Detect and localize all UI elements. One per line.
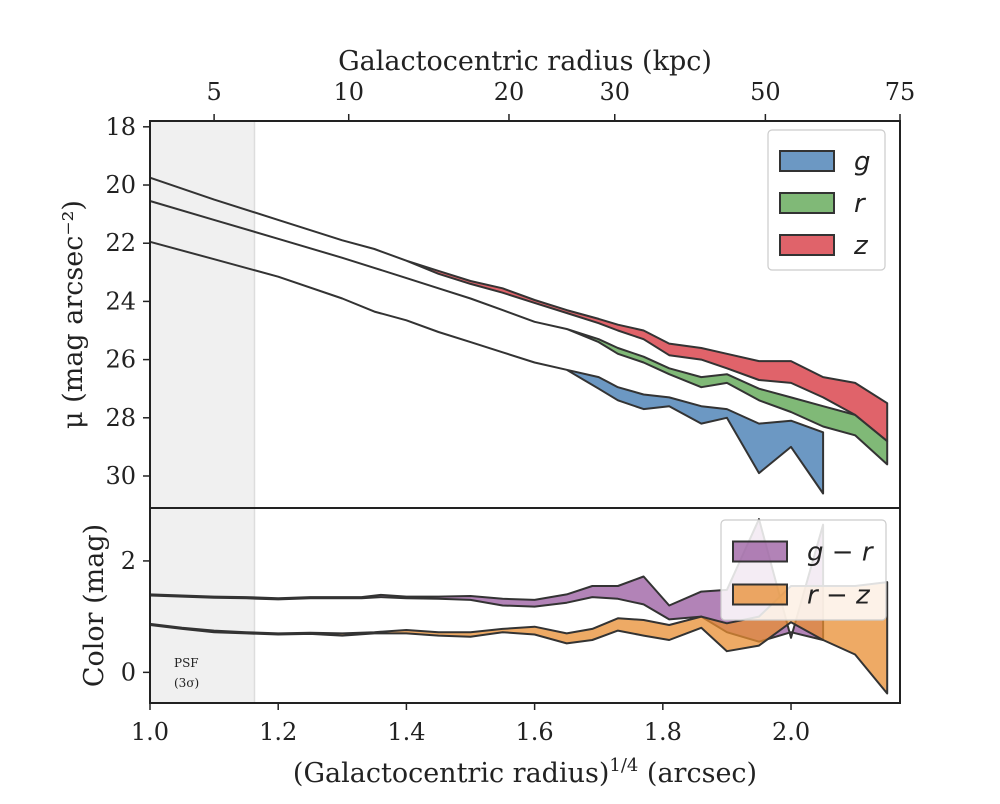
band-r [149, 200, 889, 466]
psf-shaded-region [150, 121, 255, 703]
x-axis-title-unit: (arcsec) [638, 758, 757, 789]
y-tick-label: 18 [105, 113, 136, 141]
legend-swatch [779, 150, 835, 172]
y-tick-label: 22 [105, 229, 136, 257]
psf-annotation-sigma: (3σ) [174, 676, 199, 690]
top-tick-label: 10 [333, 78, 364, 106]
x-tick-label: 1.2 [259, 718, 297, 746]
x-tick-label: 1.6 [516, 718, 554, 746]
x-axis-title-exponent: 1/4 [609, 755, 638, 776]
top-tick-label: 30 [599, 78, 630, 106]
y-tick-label: 24 [105, 287, 136, 315]
band-z [149, 176, 889, 443]
x-axis-title: (Galactocentric radius)1/4 (arcsec) [293, 755, 757, 789]
x-tick-label: 1.8 [644, 718, 682, 746]
top-tick-label: 75 [885, 78, 916, 106]
legend-swatch [779, 234, 835, 256]
x-tick-label: 1.0 [131, 718, 169, 746]
top-axis-title: Galactocentric radius (kpc) [338, 46, 712, 77]
color-y-axis-title: Color (mag) [79, 524, 110, 687]
y-tick-label: 20 [105, 171, 136, 199]
x-tick-label: 1.4 [387, 718, 425, 746]
y-tick-label: 26 [105, 346, 136, 374]
top-y-axis-title: μ (mag arcsec⁻²) [58, 200, 89, 429]
x-tick-label: 2.0 [772, 718, 810, 746]
legend-label: g − r [807, 538, 875, 568]
top-legend: grz [767, 129, 886, 271]
y-tick-label: 30 [105, 462, 136, 490]
bottom-panel-frame [149, 507, 901, 704]
color-y-tick-label: 2 [121, 547, 136, 575]
band-g [149, 240, 825, 495]
legend-swatch [732, 583, 788, 606]
legend-swatch [779, 192, 835, 214]
color-legend: g − r r − z [720, 519, 887, 621]
legend-label: r − z [807, 581, 871, 611]
top-tick-label: 50 [750, 78, 781, 106]
top-tick-label: 20 [494, 78, 525, 106]
x-axis-title-main: (Galactocentric radius) [293, 758, 609, 789]
legend-label: r [854, 189, 867, 219]
legend-label: z [853, 231, 869, 261]
legend-swatch [732, 540, 788, 563]
color-y-tick-label: 0 [121, 658, 136, 686]
psf-annotation-label: PSF [174, 656, 199, 670]
legend-label: g [854, 147, 871, 177]
y-tick-label: 28 [105, 404, 136, 432]
top-tick-label: 5 [206, 78, 221, 106]
